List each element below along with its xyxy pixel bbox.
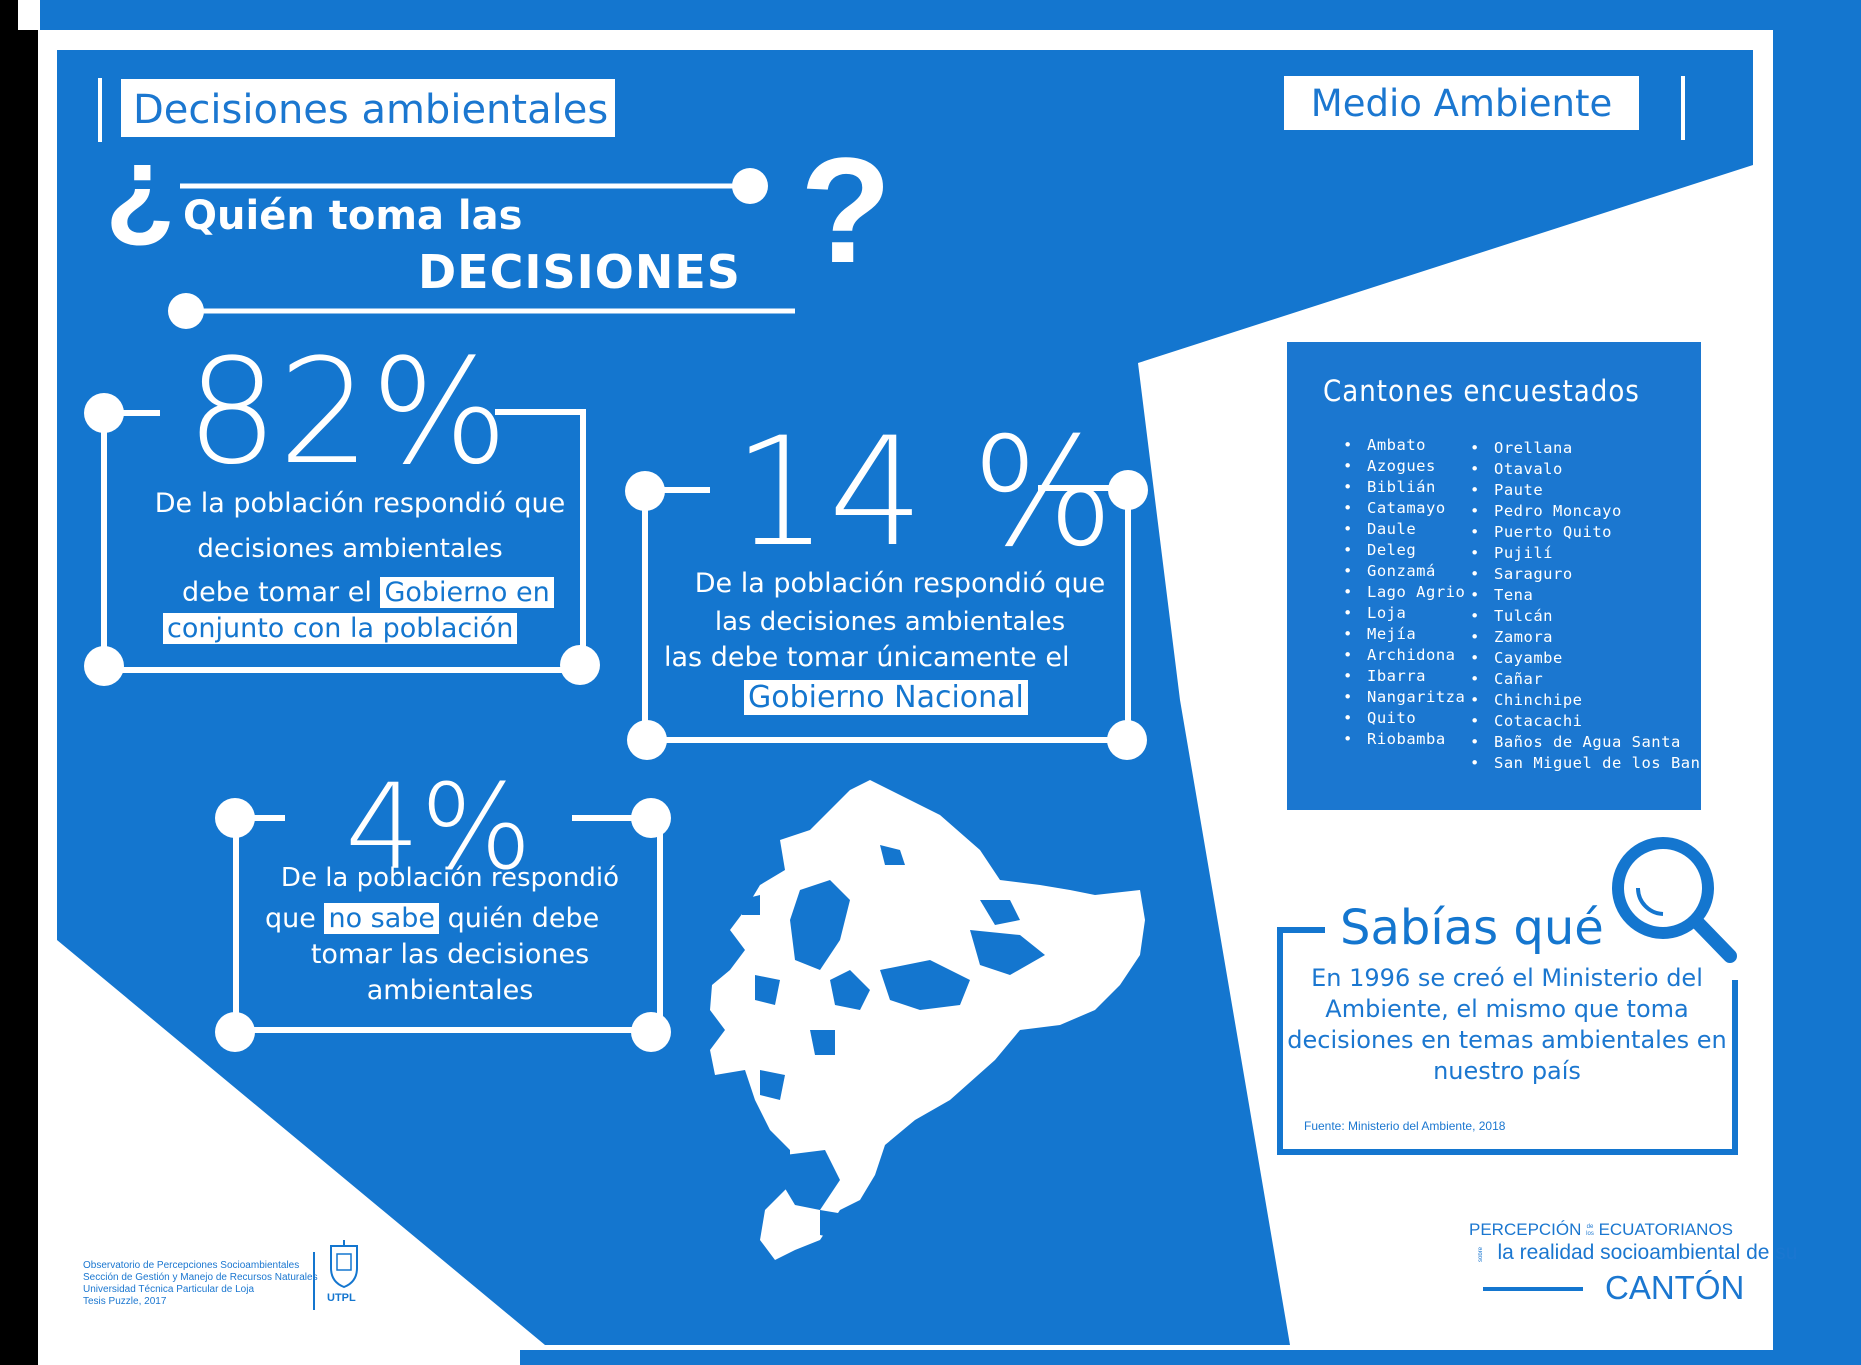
question-close-mark: ?: [800, 126, 892, 294]
footer-word1: PERCEPCIÓN: [1469, 1220, 1582, 1239]
canton-item: Biblián: [1343, 477, 1465, 498]
canton-item: Catamayo: [1343, 498, 1465, 519]
stat-14-line1: De la población respondió que: [694, 568, 1106, 599]
sabias-source: Fuente: Ministerio del Ambiente, 2018: [1304, 1119, 1506, 1133]
canton-item: Ibarra: [1343, 666, 1465, 687]
footer-canton: CANTÓN: [1605, 1269, 1745, 1306]
footer-de: de: [1586, 1223, 1594, 1230]
stat-82-highlight1: Gobierno en: [380, 577, 554, 608]
canton-item: Deleg: [1343, 540, 1465, 561]
canton-item: Pujilí: [1470, 543, 1730, 564]
canton-item: Riobamba: [1343, 729, 1465, 750]
stat-14-line3: las debe tomar únicamente el: [664, 642, 1070, 673]
canton-item: Puerto Quito: [1470, 522, 1730, 543]
canton-item: Cañar: [1470, 669, 1730, 690]
canton-item: Ambato: [1343, 435, 1465, 456]
cantones-panel: Cantones encuestados Ambato Azogues Bibl…: [1287, 342, 1729, 810]
footer-line2: Sección de Gestión y Manejo de Recursos …: [83, 1272, 318, 1283]
canton-item: Zamora: [1470, 627, 1730, 648]
canton-item: Mejía: [1343, 624, 1465, 645]
canton-item: Cotacachi: [1470, 711, 1730, 732]
canton-item: Pedro Moncayo: [1470, 501, 1730, 522]
cantones-col1: Ambato Azogues Biblián Catamayo Daule De…: [1343, 435, 1465, 750]
canton-item: Azogues: [1343, 456, 1465, 477]
canton-item: Saraguro: [1470, 564, 1730, 585]
canton-item: Paute: [1470, 480, 1730, 501]
canton-item: Gonzamá: [1343, 561, 1465, 582]
sabias-line3: decisiones en temas ambientales en: [1287, 1026, 1727, 1054]
canton-item: Cayambe: [1470, 648, 1730, 669]
utpl-logo-text: UTPL: [327, 1292, 356, 1304]
stat-4-line1: De la población respondió: [280, 863, 620, 893]
stat-4-line2-pre: que: [265, 903, 316, 934]
question-line2: DECISIONES: [418, 245, 741, 299]
footer-line4: Tesis Puzzle, 2017: [83, 1296, 167, 1307]
magnifier-icon: [1612, 837, 1737, 963]
stat-14-highlight: Gobierno Nacional: [744, 680, 1028, 715]
footer-brand-line2: sobre la realidad socioambiental de su: [1469, 1241, 1797, 1267]
stat-4-value: 4%: [345, 758, 533, 896]
question-line1: Quién toma las: [183, 193, 523, 239]
footer-brand-line1: PERCEPCIÓN de los ECUATORIANOS: [1469, 1220, 1733, 1240]
question-open-mark: ¿: [105, 123, 176, 251]
stat-4-highlight: no sabe: [324, 903, 440, 934]
stat-4-line4: ambientales: [366, 975, 534, 1006]
sabias-line4: nuestro país: [1433, 1057, 1581, 1085]
canton-item: Lago Agrio: [1343, 582, 1465, 603]
canton-item: Quito: [1343, 708, 1465, 729]
footer-line1: Observatorio de Percepciones Socioambien…: [83, 1260, 300, 1271]
stat-82-line2: decisiones ambientales: [197, 534, 503, 564]
header-right-tag: Medio Ambiente: [1284, 76, 1639, 130]
stat-4-line3: tomar las decisiones: [310, 939, 590, 970]
stat-14-line2: las decisiones ambientales: [714, 607, 1066, 637]
sabias-title: Sabías qué: [1340, 900, 1604, 956]
canton-item: Loja: [1343, 603, 1465, 624]
stat-82-line1: De la población respondió que: [154, 488, 566, 519]
canton-item: Chinchipe: [1470, 690, 1730, 711]
ecuador-map: [710, 780, 1145, 1260]
footer-line2: la realidad socioambiental de su: [1497, 1241, 1798, 1264]
canton-item: Nangaritza: [1343, 687, 1465, 708]
cantones-title: Cantones encuestados: [1323, 374, 1640, 408]
footer-sobre: sobre: [1478, 1247, 1484, 1263]
stat-4-line2-post: quién debe: [447, 903, 600, 934]
canton-item: Daule: [1343, 519, 1465, 540]
stat-82-line3: debe tomar el: [182, 577, 372, 608]
canton-item: Otavalo: [1470, 459, 1730, 480]
footer-credits: Observatorio de Percepciones Socioambien…: [83, 1260, 318, 1308]
stat-82-highlight2: conjunto con la población: [163, 613, 518, 644]
stat-82-value: 82%: [186, 328, 509, 497]
footer-los: los: [1586, 1230, 1594, 1237]
canton-item: Baños de Agua Santa: [1470, 732, 1730, 753]
canton-item: Archidona: [1343, 645, 1465, 666]
stat-14-value: 14 %: [733, 406, 1115, 580]
canton-item: Tena: [1470, 585, 1730, 606]
sabias-line1: En 1996 se creó el Ministerio del: [1311, 964, 1703, 992]
utpl-shield-icon: [330, 1240, 358, 1289]
canton-item: Tulcán: [1470, 606, 1730, 627]
canton-item: Orellana: [1470, 438, 1730, 459]
sabias-text-block: En 1996 se creó el Ministerio del Ambien…: [1282, 963, 1732, 1087]
sabias-line2: Ambiente, el mismo que toma: [1325, 995, 1689, 1023]
footer-word2: ECUATORIANOS: [1598, 1220, 1734, 1239]
cantones-col2: Orellana Otavalo Paute Pedro Moncayo Pue…: [1470, 438, 1730, 774]
canton-item: San Miguel de los Bancos: [1470, 753, 1730, 774]
frame-sabias: [1277, 927, 1738, 1155]
header-left-tag: Decisiones ambientales: [121, 79, 615, 137]
footer-line3: Universidad Técnica Particular de Loja: [83, 1284, 255, 1295]
